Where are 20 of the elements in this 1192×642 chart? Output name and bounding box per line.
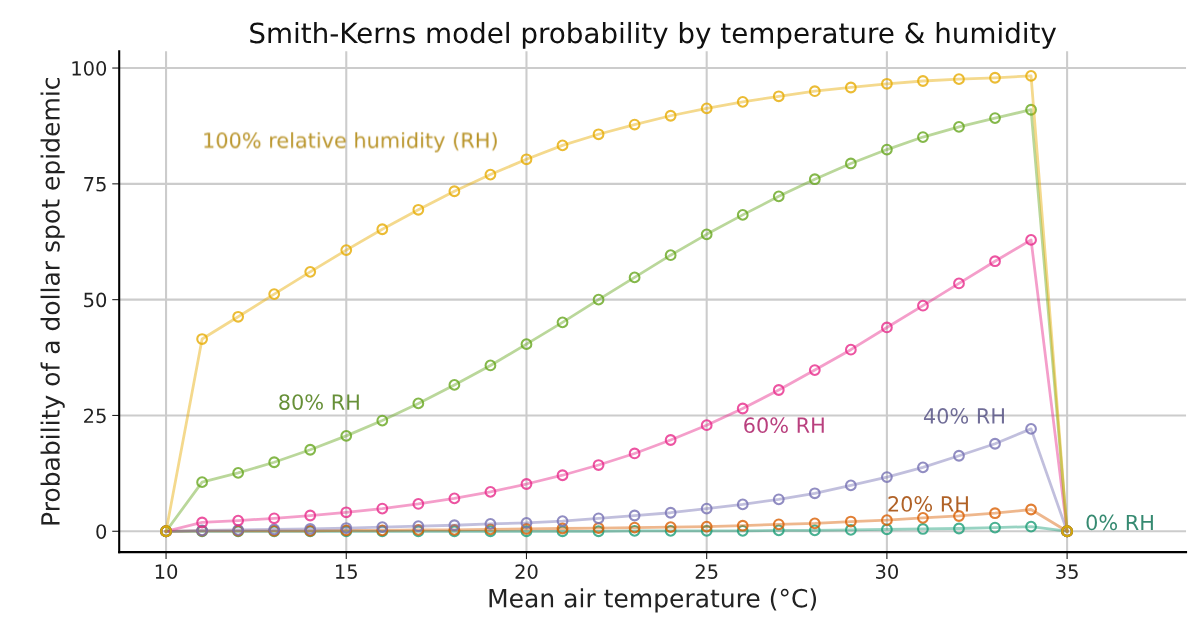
x-tick-label: 25 [695, 564, 718, 579]
y-tick-label: 100 [72, 60, 107, 76]
series-label: 60% RH [744, 417, 824, 434]
x-tick-label: 15 [336, 564, 357, 579]
y-tick-label: 75 [84, 177, 106, 192]
series-label: 40% RH [923, 408, 1004, 424]
x-axis-title: Mean air temperature (°C) [489, 588, 817, 613]
y-tick-label: 0 [96, 524, 107, 539]
series-label: 0% RH [1086, 514, 1153, 531]
x-tick-label: 10 [155, 564, 178, 579]
series-label: 20% RH [888, 496, 968, 512]
x-tick-label: 20 [515, 564, 538, 579]
y-tick-label: 50 [84, 292, 107, 308]
chart-title: Smith-Kerns model probability by temperature & humidity [250, 21, 1057, 49]
x-tick-label: 35 [1056, 564, 1078, 579]
series-label: 80% RH [279, 394, 359, 410]
series-label: 100% relative humidity (RH) [204, 132, 497, 153]
y-tick-label: 25 [84, 408, 106, 424]
x-tick-label: 30 [876, 564, 898, 579]
y-axis-title: Probability of a dollar spot epidemic [40, 78, 65, 525]
